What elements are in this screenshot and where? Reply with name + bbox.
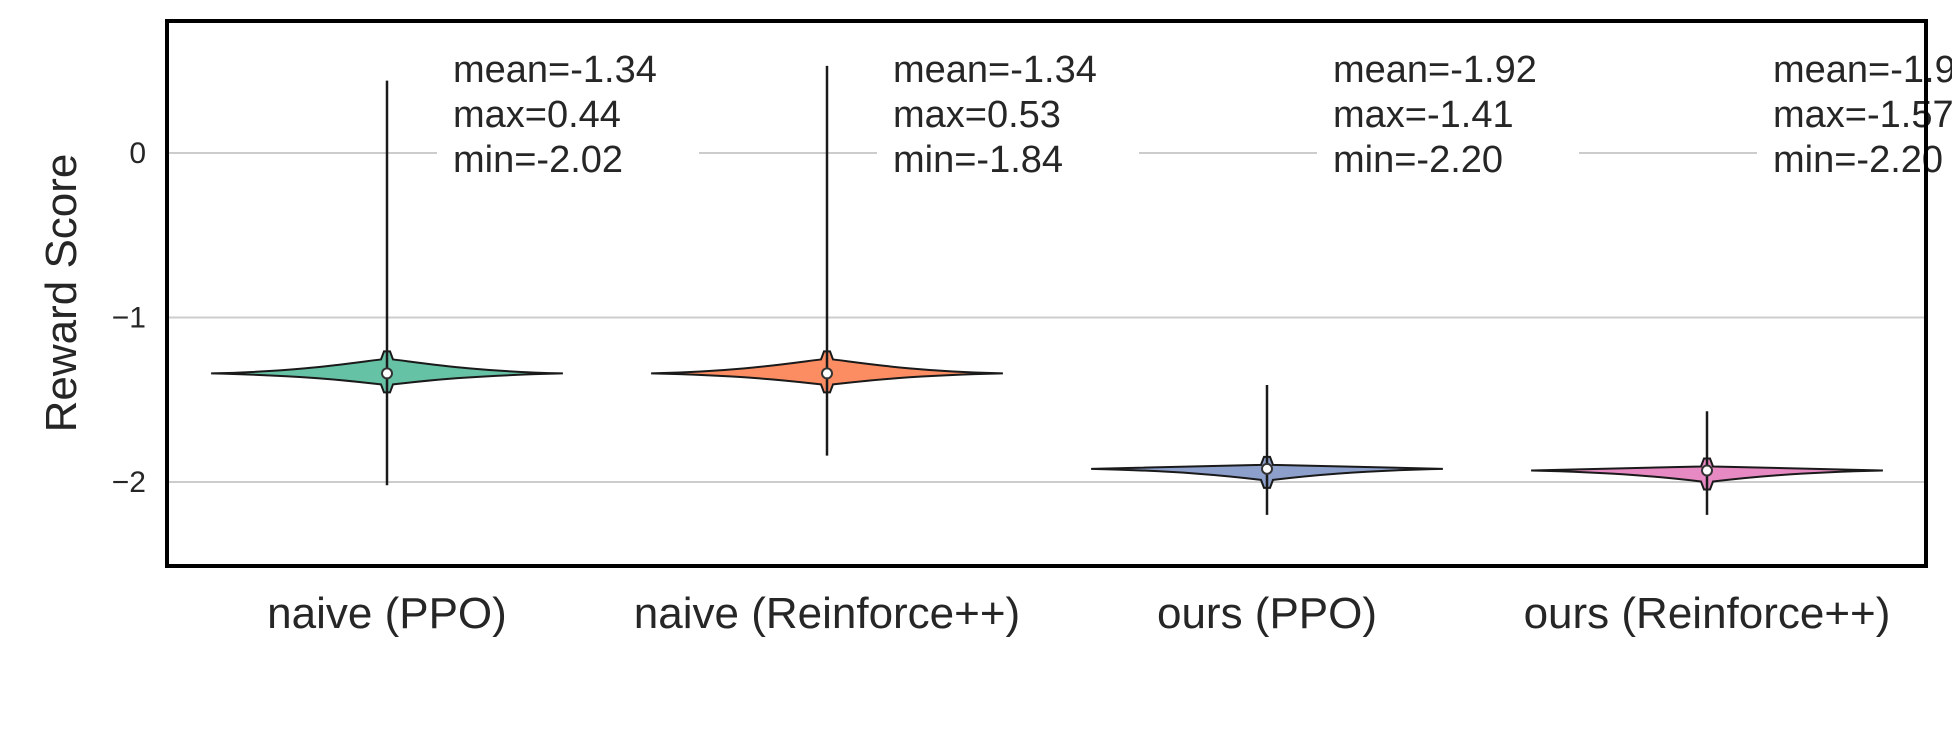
annotation-box <box>877 46 1139 186</box>
violin-layer <box>211 65 1883 515</box>
violin-mean-marker <box>1261 462 1273 475</box>
stat-annotation: mean=-1.34 <box>893 49 1097 91</box>
x-tick-label: naive (Reinforce++) <box>634 589 1020 638</box>
violin-mean-marker <box>381 367 393 380</box>
stat-annotation: max=0.44 <box>453 94 621 136</box>
stat-annotation: min=-2.02 <box>453 139 623 181</box>
annotation-layer: mean=-1.34max=0.44min=-2.02mean=-1.34max… <box>437 46 1952 186</box>
stat-annotation: max=0.53 <box>893 94 1061 136</box>
annotation-box <box>1317 46 1579 186</box>
stat-annotation: mean=-1.93 <box>1773 49 1952 91</box>
stat-annotation: min=-2.20 <box>1333 139 1503 181</box>
x-tick-label: ours (Reinforce++) <box>1524 589 1891 638</box>
plot-frame <box>165 19 1928 568</box>
y-tick-label: −1 <box>112 302 146 335</box>
y-axis-title: Reward Score <box>37 154 86 433</box>
stat-annotation: max=-1.57 <box>1773 94 1952 136</box>
stat-annotation: min=-2.20 <box>1773 139 1943 181</box>
violin-mean-marker <box>1701 464 1713 477</box>
stat-annotation: max=-1.41 <box>1333 94 1514 136</box>
axis-layer: Reward Score 0 −1 −2 naive (PPO) naive (Rein… <box>37 19 1928 638</box>
annotation-box <box>1757 46 1952 186</box>
annotation-box <box>437 46 699 186</box>
stat-annotation: mean=-1.34 <box>453 49 657 91</box>
y-tick-label: 0 <box>129 137 146 170</box>
stat-annotation: mean=-1.92 <box>1333 49 1537 91</box>
violin-mean-marker <box>821 367 833 380</box>
y-tick-label: −2 <box>112 466 146 499</box>
grid-layer <box>167 152 1926 483</box>
x-tick-label: ours (PPO) <box>1157 589 1377 638</box>
x-tick-label: naive (PPO) <box>267 589 507 638</box>
stat-annotation: min=-1.84 <box>893 139 1063 181</box>
